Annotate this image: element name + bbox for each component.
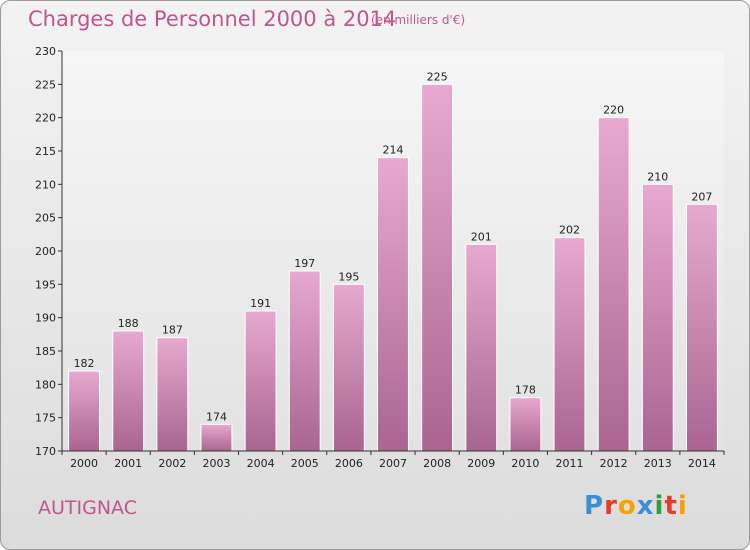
x-tick-label-2007: 2007	[379, 457, 407, 470]
x-tick-label-2001: 2001	[114, 457, 142, 470]
data-label-2008: 225	[427, 70, 448, 83]
proxiti-logo: Proxiti	[584, 491, 688, 521]
y-tick-label-170: 170	[35, 445, 56, 458]
bar-2000	[68, 370, 101, 452]
bar-2009	[465, 243, 498, 452]
chart-subtitle: (en milliers d'€)	[371, 13, 466, 27]
x-tick-label-2010: 2010	[511, 457, 539, 470]
data-label-2006: 195	[338, 270, 359, 283]
data-label-2002: 187	[162, 324, 183, 337]
bar-2008	[421, 83, 454, 452]
data-label-2013: 210	[647, 170, 668, 183]
bar-2006	[332, 283, 365, 452]
x-tick-label-2002: 2002	[158, 457, 186, 470]
x-tick-label-2011: 2011	[556, 457, 584, 470]
bar-2013	[641, 183, 674, 452]
bar-2003	[200, 423, 233, 452]
bar-2007	[377, 157, 409, 452]
x-tick-label-2009: 2009	[467, 457, 495, 470]
bar-2011	[553, 237, 586, 452]
data-label-2001: 188	[118, 317, 139, 330]
x-tick-label-2003: 2003	[202, 457, 230, 470]
bar-2005	[288, 270, 321, 452]
x-tick-label-2013: 2013	[644, 457, 672, 470]
y-tick-label-190: 190	[35, 312, 56, 325]
y-tick-label-225: 225	[35, 78, 56, 91]
y-tick-label-175: 175	[35, 412, 56, 425]
x-tick-label-2014: 2014	[688, 457, 716, 470]
y-tick-label-220: 220	[35, 112, 56, 125]
data-label-2005: 197	[294, 257, 315, 270]
y-tick-label-210: 210	[35, 178, 56, 191]
data-label-2014: 207	[691, 190, 712, 203]
y-tick-label-200: 200	[35, 245, 56, 258]
bar-2012	[597, 117, 630, 452]
y-tick-label-205: 205	[35, 212, 56, 225]
x-tick-label-2005: 2005	[291, 457, 319, 470]
bar-2001	[112, 330, 145, 452]
chart-title: Charges de Personnel 2000 à 2014	[28, 7, 397, 31]
y-tick-label-230: 230	[35, 45, 56, 58]
y-tick-label-180: 180	[35, 378, 56, 391]
y-tick-label-195: 195	[35, 278, 56, 291]
x-tick-label-2008: 2008	[423, 457, 451, 470]
data-label-2009: 201	[471, 230, 492, 243]
data-label-2000: 182	[74, 357, 95, 370]
data-label-2010: 178	[515, 384, 536, 397]
y-tick-label-215: 215	[35, 145, 56, 158]
data-label-2003: 174	[206, 410, 227, 423]
data-label-2004: 191	[250, 297, 271, 310]
bar-2002	[156, 337, 189, 452]
data-label-2011: 202	[559, 224, 580, 237]
x-tick-label-2004: 2004	[247, 457, 275, 470]
bar-2004	[244, 310, 277, 452]
bar-2010	[509, 397, 542, 452]
commune-name: AUTIGNAC	[38, 497, 137, 519]
data-label-2012: 220	[603, 104, 624, 117]
bar-2014	[685, 203, 718, 452]
y-tick-label-185: 185	[35, 345, 56, 358]
data-label-2007: 214	[383, 144, 404, 157]
x-tick-label-2000: 2000	[70, 457, 98, 470]
x-tick-label-2012: 2012	[600, 457, 628, 470]
x-tick-label-2006: 2006	[335, 457, 363, 470]
